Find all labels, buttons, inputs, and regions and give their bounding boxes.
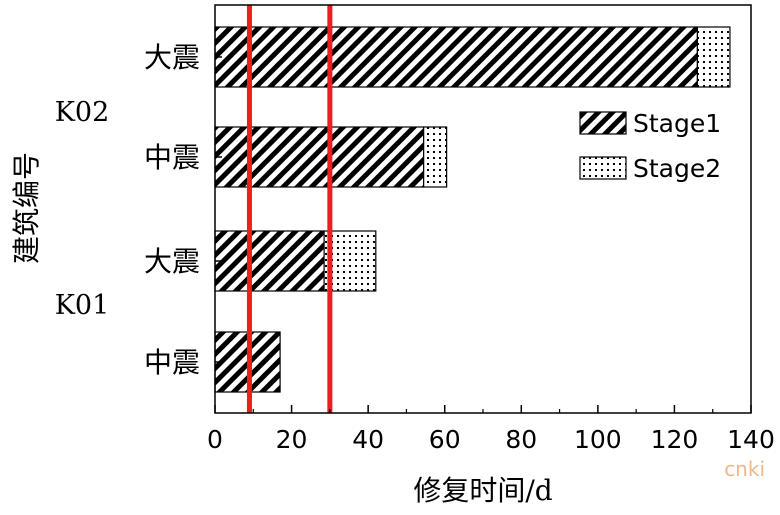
x-tick-label: 80 [505,425,537,454]
x-tick-label: 20 [276,425,308,454]
group-label-k02: K02 [55,97,110,128]
x-tick-label: 0 [207,425,223,454]
category-label: 大震 [144,41,200,74]
category-label: 中震 [144,346,200,379]
x-axis-title: 修复时间/d [413,474,552,507]
x-tick-label: 40 [352,425,384,454]
bar-stage1-k02 [214,126,425,188]
legend-label-stage2: Stage2 [633,154,721,183]
watermark-text: cnki [724,457,765,481]
bar-stage1-k01 [214,230,325,292]
legend-swatch-stage2 [579,156,627,180]
bar-stage2-k02 [423,126,448,188]
bar-stage2-k01 [323,230,377,292]
y-axis-title: 建筑编号 [10,152,43,264]
legend-label-stage1: Stage1 [633,109,721,138]
category-label: 中震 [144,141,200,174]
x-tick-label: 100 [574,425,622,454]
x-axis: 0 20 40 60 80 100 120 140 [207,405,775,454]
group-label-k01: K01 [55,290,110,321]
reference-lines [246,5,333,413]
legend-swatch-stage1 [579,111,627,135]
bar-stage1-k02 [214,26,698,88]
x-tick-label: 140 [727,425,775,454]
bar-stage2-k02 [696,26,731,88]
x-tick-label: 60 [429,425,461,454]
bars-layer [214,26,731,393]
legend: Stage1 Stage2 [579,109,721,183]
y-axis-group-labels: K02 K01 [55,97,110,321]
category-label: 大震 [144,245,200,278]
x-tick-label: 120 [651,425,699,454]
